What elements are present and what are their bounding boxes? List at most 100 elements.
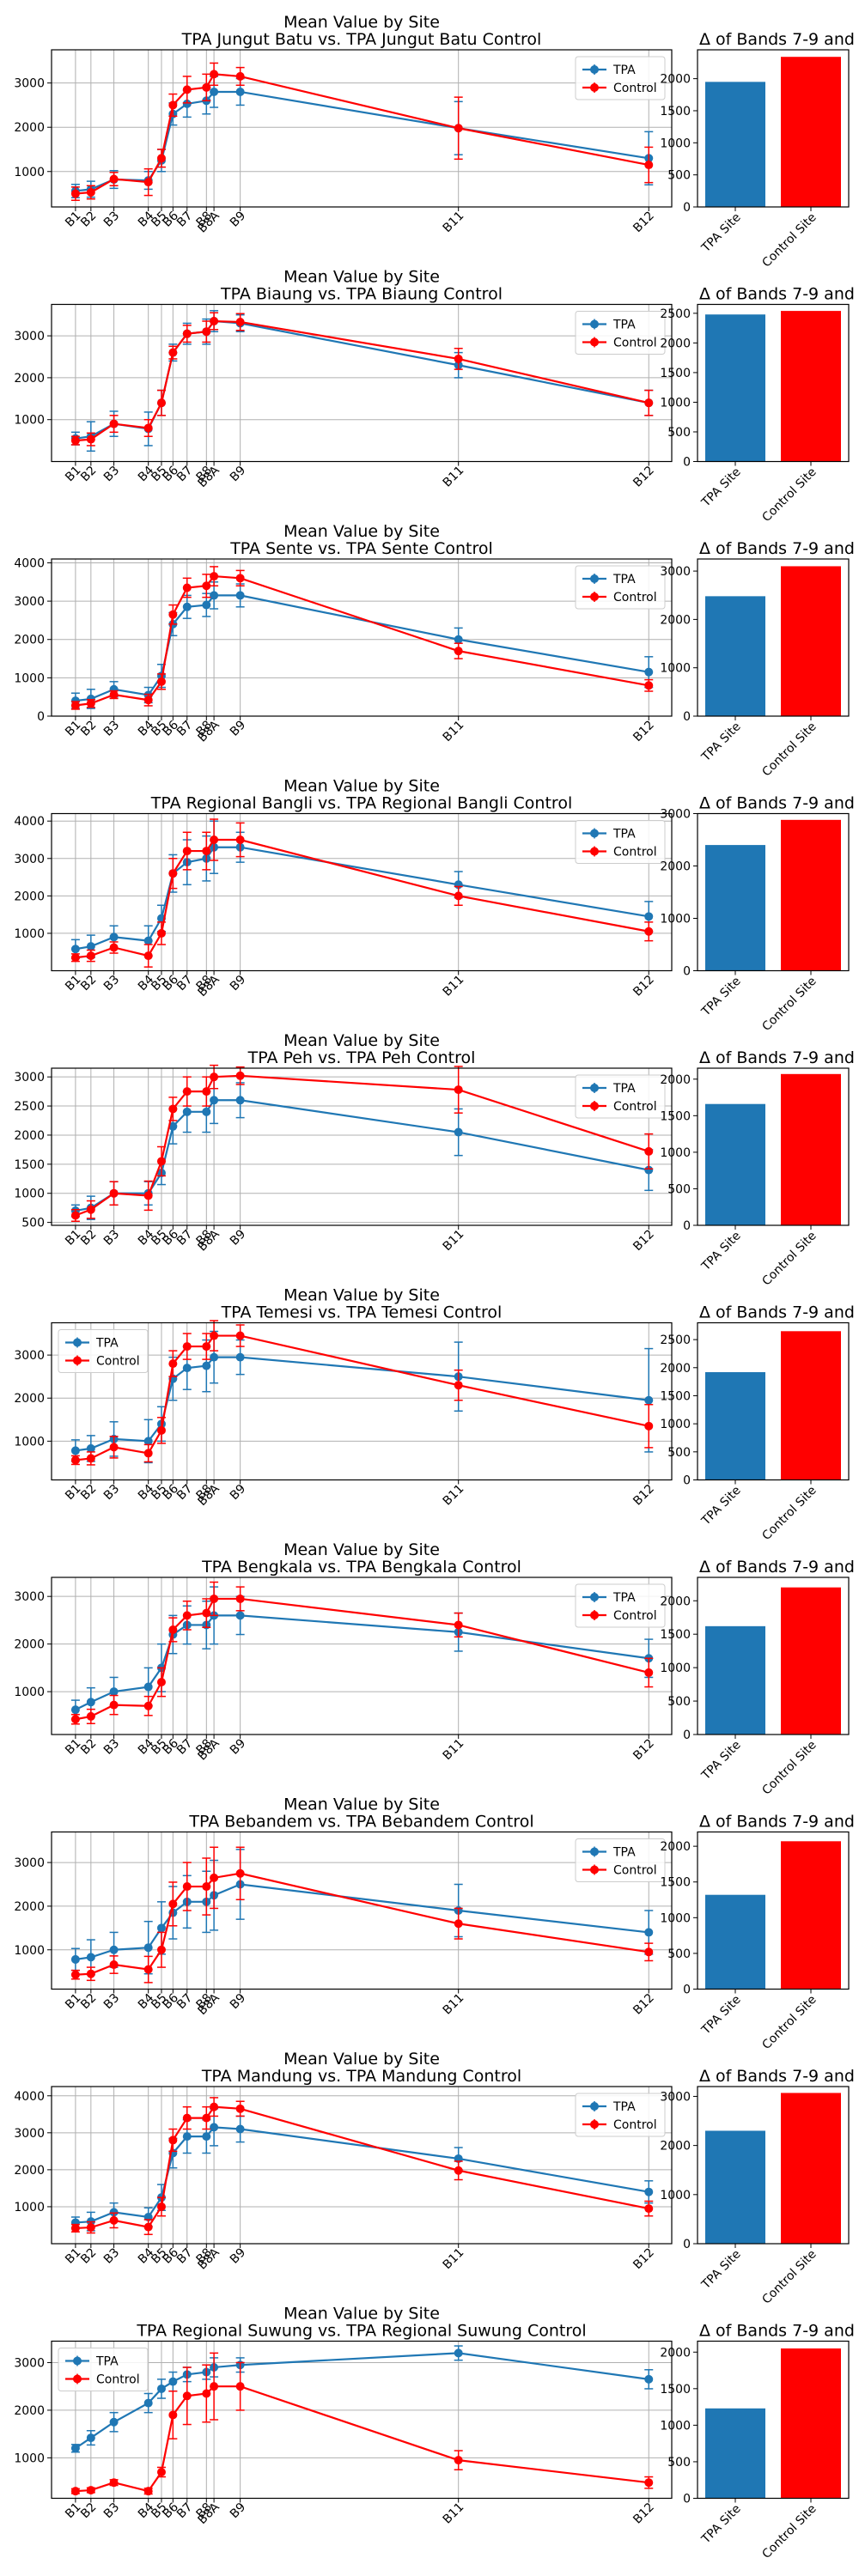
line-axes-frame — [51, 2086, 673, 2245]
bar-y-tick-label: 2500 — [660, 1334, 691, 1347]
x-tick-label: B8A — [196, 2245, 222, 2272]
bar-y-tick-label: 3000 — [660, 2090, 691, 2104]
data-point — [235, 1594, 245, 1603]
data-point — [109, 1700, 119, 1710]
data-point — [86, 699, 95, 708]
bar — [781, 1331, 841, 1480]
data-point — [210, 317, 219, 326]
data-point — [143, 2487, 153, 2496]
x-tick-label: B3 — [101, 209, 122, 229]
legend-label: Control — [613, 1864, 657, 1878]
data-point — [454, 124, 463, 133]
data-point — [143, 1191, 153, 1200]
data-point — [454, 354, 463, 363]
data-point — [143, 1701, 153, 1710]
bar-y-tick-label: 1000 — [660, 2419, 691, 2433]
bar — [705, 1103, 765, 1225]
subplot-title-line1: Mean Value by Site — [283, 2050, 440, 2069]
bar — [781, 2093, 841, 2244]
bar-x-tick-label: TPA Site — [698, 465, 743, 510]
x-tick-label: B12 — [631, 1736, 657, 1763]
bar-y-tick-label: 2000 — [660, 337, 691, 350]
legend-label: Control — [613, 82, 657, 95]
data-point — [70, 2223, 80, 2233]
data-point — [70, 1970, 80, 1979]
data-point — [644, 161, 654, 170]
bar-y-tick-label: 1000 — [660, 1662, 691, 1675]
bar-y-tick-label: 2000 — [660, 1073, 691, 1087]
x-tick-label: B7 — [174, 1227, 195, 1248]
x-tick-label: B2 — [78, 1991, 99, 2012]
data-point — [235, 1352, 245, 1362]
y-tick-label: 4000 — [14, 2090, 45, 2104]
data-point — [202, 327, 211, 337]
data-point — [156, 677, 166, 686]
bar-title: Δ of Bands 7-9 and Bands — [699, 1558, 859, 1577]
data-point — [454, 1620, 463, 1630]
x-tick-label: B3 — [101, 2245, 122, 2266]
y-tick-label: 2000 — [14, 1392, 45, 1406]
data-point — [168, 1625, 178, 1634]
data-point — [644, 1146, 654, 1156]
bar-y-tick-label: 0 — [683, 1984, 691, 1997]
bar-y-tick-label: 1000 — [660, 662, 691, 676]
x-tick-label: B9 — [228, 1482, 248, 1503]
series-line — [75, 319, 649, 442]
x-tick-label: B12 — [631, 2245, 657, 2272]
subplot-title-line1: Mean Value by Site — [283, 1031, 440, 1050]
legend-label: TPA — [612, 1591, 636, 1605]
data-point — [182, 1107, 192, 1116]
x-tick-label: B7 — [174, 2500, 195, 2521]
subplot-title-line2: TPA Jungut Batu vs. TPA Jungut Batu Cont… — [181, 30, 542, 49]
x-tick-label: B8A — [196, 1736, 222, 1763]
x-tick-label: B9 — [228, 1736, 248, 1757]
data-point — [235, 591, 245, 600]
data-point — [202, 1882, 211, 1892]
data-point — [70, 1455, 80, 1465]
y-tick-label: 2500 — [14, 1100, 45, 1114]
data-point — [235, 317, 245, 326]
data-point — [109, 2478, 119, 2488]
line-axes-frame — [51, 812, 673, 972]
subplot-title-line1: Mean Value by Site — [283, 13, 440, 32]
x-tick-label: B9 — [228, 1991, 248, 2012]
x-tick-label: B2 — [78, 1736, 99, 1757]
data-point — [202, 1361, 211, 1370]
subplot-title-line1: Mean Value by Site — [283, 2305, 440, 2324]
bar-title: Δ of Bands 7-9 and Bands — [699, 2322, 859, 2341]
subplot-title-line2: TPA Temesi vs. TPA Temesi Control — [221, 1303, 503, 1322]
bar-title: Δ of Bands 7-9 and Bands — [699, 285, 859, 304]
bar-y-tick-label: 500 — [667, 1182, 691, 1196]
y-tick-label: 2000 — [14, 2164, 45, 2178]
data-point — [156, 1945, 166, 1954]
bar-y-tick-label: 500 — [667, 426, 691, 440]
data-point — [202, 1608, 211, 1618]
data-point — [235, 71, 245, 81]
data-point — [202, 1342, 211, 1352]
bar-axes-frame — [697, 49, 850, 208]
legend-label: TPA — [612, 64, 636, 77]
line-axes-frame — [51, 1577, 673, 1735]
y-tick-label: 2000 — [14, 121, 45, 135]
x-tick-label: B8A — [196, 464, 222, 490]
y-tick-label: 1000 — [14, 1435, 45, 1449]
bar-x-tick-label: Control Site — [759, 720, 819, 779]
data-point — [86, 2433, 95, 2443]
data-point — [210, 1352, 219, 1362]
data-point — [454, 1085, 463, 1095]
bar-axes-frame — [697, 303, 850, 463]
subplot-title-line2: TPA Regional Bangli vs. TPA Regional Ban… — [150, 794, 572, 813]
data-point — [182, 2132, 192, 2142]
data-point — [70, 1715, 80, 1724]
bar-y-tick-label: 1500 — [660, 1109, 691, 1123]
data-point — [168, 2136, 178, 2145]
x-tick-label: B9 — [228, 464, 248, 484]
bar-x-tick-label: Control Site — [759, 975, 819, 1034]
bar-y-tick-label: 500 — [667, 2456, 691, 2470]
data-point — [202, 82, 211, 92]
data-point — [70, 436, 80, 446]
data-point — [143, 1682, 153, 1692]
data-point — [86, 1953, 95, 1962]
legend-marker — [590, 574, 599, 583]
data-point — [109, 1960, 119, 1970]
